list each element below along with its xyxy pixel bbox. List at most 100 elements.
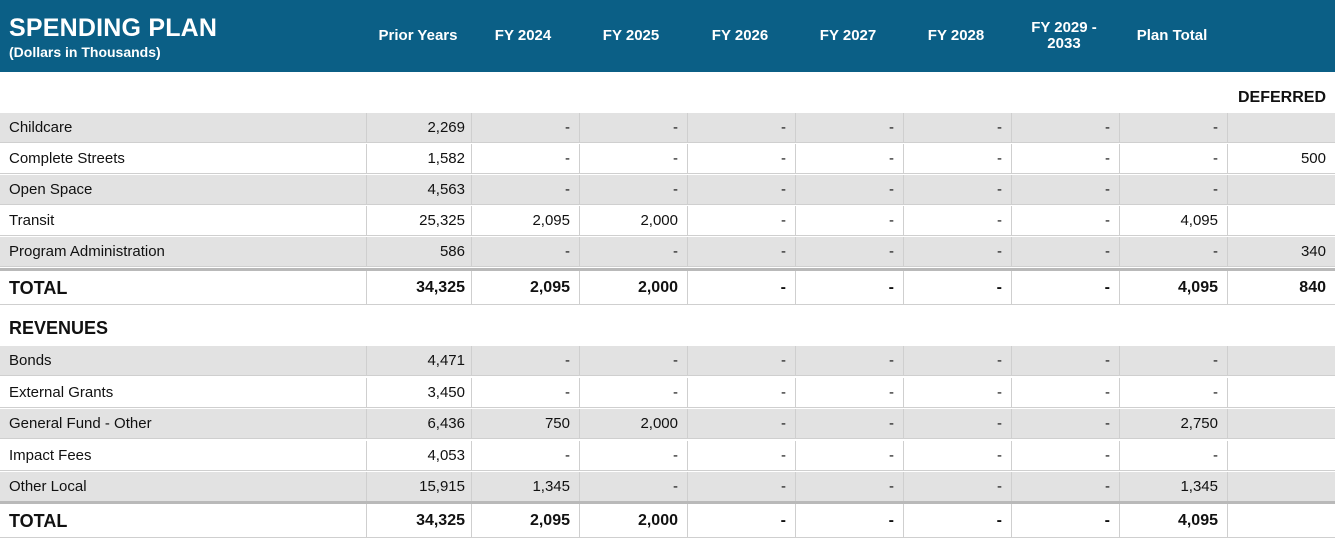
deferred-cell: 340: [1227, 237, 1335, 267]
row-label: Childcare: [0, 113, 366, 143]
table-cell: -: [687, 271, 795, 305]
table-row: Childcare 2,269- - - - - - -: [0, 113, 1335, 144]
row-label: Other Local: [0, 472, 366, 502]
row-label: TOTAL: [0, 504, 366, 538]
table-cell: 2,095: [471, 206, 579, 236]
table-cell: -: [795, 346, 903, 376]
table-cell: -: [471, 377, 579, 408]
deferred-cell: [1227, 440, 1335, 471]
table-row: Open Space 4,563- - - - - - -: [0, 175, 1335, 206]
row-label: Complete Streets: [0, 144, 366, 174]
total-row: TOTAL 34,325 2,095 2,000- - - -4,095: [0, 504, 1335, 538]
table-cell: 2,095: [471, 271, 579, 305]
table-row: Other Local 15,915 1,345- - - - -1,345: [0, 472, 1335, 503]
deferred-cell: [1227, 113, 1335, 143]
table-cell: -: [903, 113, 1011, 143]
table-cell: -: [687, 409, 795, 439]
table-cell: -: [687, 440, 795, 471]
table-cell: 4,095: [1119, 504, 1227, 538]
total-row: TOTAL 34,325 2,095 2,000- - - -4,095 840: [0, 271, 1335, 305]
row-label: General Fund - Other: [0, 409, 366, 439]
table-cell: -: [471, 175, 579, 205]
table-cell: -: [579, 237, 687, 267]
column-header: FY 2028: [927, 27, 985, 44]
table-cell: -: [795, 175, 903, 205]
table-cell: -: [687, 237, 795, 267]
table-cell: -: [471, 440, 579, 471]
table-cell: -: [579, 175, 687, 205]
table-cell: -: [903, 440, 1011, 471]
page-title: SPENDING PLAN: [9, 14, 218, 42]
table-cell: 2,095: [471, 504, 579, 538]
table-cell: -: [795, 377, 903, 408]
table-cell: -: [795, 206, 903, 236]
table-cell: 586: [366, 237, 474, 267]
table-cell: -: [1011, 206, 1119, 236]
table-cell: -: [687, 504, 795, 538]
deferred-cell: 840: [1227, 271, 1335, 305]
table-cell: -: [903, 237, 1011, 267]
deferred-cell: [1227, 377, 1335, 408]
column-header: Plan Total: [1136, 27, 1208, 44]
table-cell: -: [1119, 440, 1227, 471]
table-cell: -: [471, 144, 579, 174]
table-cell: -: [1011, 377, 1119, 408]
table-row: External Grants 3,450- - - - - - -: [0, 377, 1335, 409]
table-cell: -: [579, 346, 687, 376]
table-cell: -: [903, 409, 1011, 439]
table-cell: 15,915: [366, 472, 474, 502]
deferred-column-label: DEFERRED: [1237, 89, 1326, 106]
table-cell: -: [471, 346, 579, 376]
table-cell: 2,000: [579, 271, 687, 305]
table-row: Bonds 4,471- - - - - - -: [0, 346, 1335, 377]
table-cell: -: [1011, 144, 1119, 174]
table-cell: -: [687, 113, 795, 143]
table-cell: -: [1119, 237, 1227, 267]
table-cell: -: [795, 237, 903, 267]
table-cell: 2,000: [579, 206, 687, 236]
deferred-cell: [1227, 472, 1335, 502]
table-cell: 1,582: [366, 144, 474, 174]
table-cell: -: [1011, 440, 1119, 471]
table-cell: -: [687, 144, 795, 174]
deferred-cell: [1227, 504, 1335, 538]
table-cell: -: [903, 504, 1011, 538]
deferred-cell: [1227, 206, 1335, 236]
table-cell: -: [903, 377, 1011, 408]
table-row: Transit 25,325 2,095 2,000- - - -4,095: [0, 206, 1335, 237]
table-cell: -: [795, 113, 903, 143]
table-cell: -: [1119, 144, 1227, 174]
table-cell: -: [579, 472, 687, 502]
table-cell: -: [903, 271, 1011, 305]
table-cell: -: [687, 377, 795, 408]
row-label: External Grants: [0, 378, 366, 408]
table-cell: -: [1011, 175, 1119, 205]
table-cell: -: [687, 175, 795, 205]
row-label: Program Administration: [0, 237, 366, 267]
table-cell: 1,345: [471, 472, 579, 502]
column-header: FY 2024: [494, 27, 552, 44]
table-cell: -: [903, 472, 1011, 502]
table-cell: 4,563: [366, 175, 474, 205]
page-subtitle: (Dollars in Thousands): [9, 44, 161, 60]
table-cell: 34,325: [366, 271, 474, 305]
table-cell: 6,436: [366, 409, 474, 439]
row-label: Open Space: [0, 175, 366, 205]
table-cell: 750: [471, 409, 579, 439]
table-cell: -: [1011, 237, 1119, 267]
table-cell: -: [1011, 113, 1119, 143]
table-cell: -: [795, 271, 903, 305]
table-cell: -: [1011, 346, 1119, 376]
table-cell: -: [795, 144, 903, 174]
row-label: Bonds: [0, 346, 366, 376]
table-cell: -: [687, 472, 795, 502]
column-header: FY 2027: [819, 27, 877, 44]
table-cell: -: [795, 504, 903, 538]
table-cell: -: [795, 472, 903, 502]
table-cell: 1,345: [1119, 472, 1227, 502]
table-cell: -: [795, 440, 903, 471]
table-cell: 2,000: [579, 504, 687, 538]
column-header: Prior Years: [378, 27, 458, 44]
table-row: Program Administration 586- - - - - - -340: [0, 237, 1335, 268]
table-cell: -: [1119, 113, 1227, 143]
